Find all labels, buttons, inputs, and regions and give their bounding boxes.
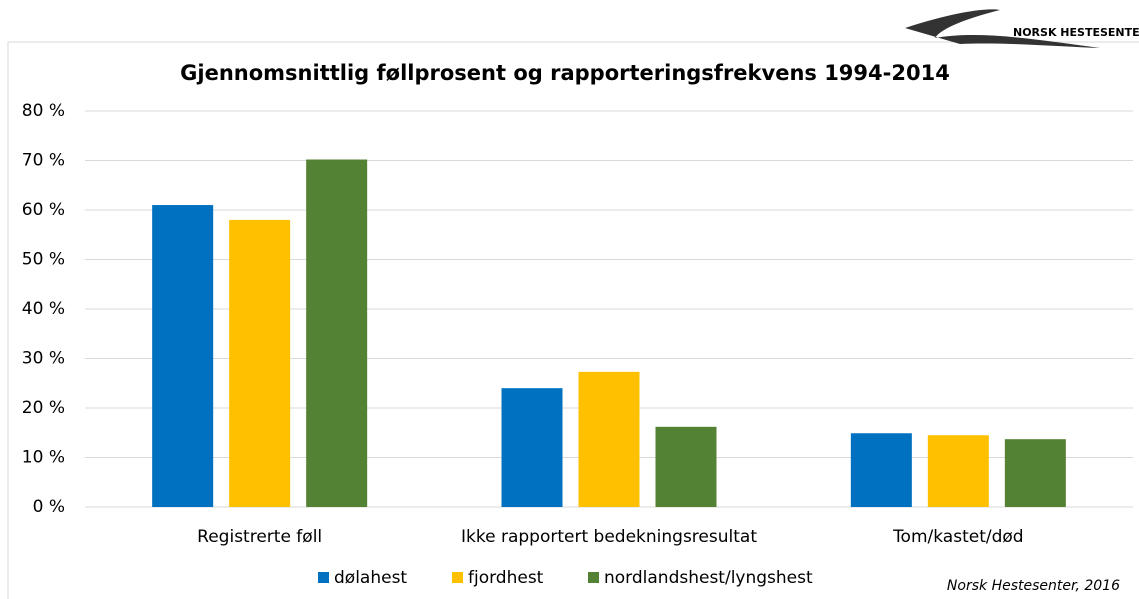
legend-label: dølahest [334, 568, 407, 588]
y-tick-label: 0 % [33, 497, 65, 517]
bar [927, 435, 989, 507]
bar [850, 433, 912, 507]
legend-swatch [318, 572, 329, 583]
legend-label: fjordhest [468, 568, 544, 588]
y-tick-label: 80 % [22, 101, 65, 121]
logo-mark [905, 9, 1100, 48]
x-tick-label: Registrerte føll [197, 527, 322, 547]
y-tick-label: 20 % [22, 398, 65, 418]
bar [501, 388, 563, 507]
logo-text: NORSK HESTESENTER [1013, 26, 1139, 39]
bar [655, 426, 717, 507]
bar [152, 205, 214, 508]
y-tick-label: 30 % [22, 349, 65, 369]
x-tick-label: Tom/kastet/død [892, 527, 1024, 547]
legend-swatch [588, 572, 599, 583]
bar [306, 159, 368, 507]
y-tick-label: 60 % [22, 200, 65, 220]
y-tick-label: 10 % [22, 448, 65, 468]
x-tick-label: Ikke rapportert bedekningsresultat [461, 527, 757, 547]
chart-title: Gjennomsnittlig føllprosent og rapporter… [180, 61, 950, 85]
bar [229, 219, 291, 507]
y-tick-label: 70 % [22, 151, 65, 171]
legend-swatch [452, 572, 463, 583]
bar [1004, 439, 1066, 507]
source-note: Norsk Hestesenter, 2016 [947, 578, 1120, 594]
legend-label: nordlandshest/lyngshest [604, 568, 813, 588]
bar [578, 371, 640, 507]
y-tick-label: 40 % [22, 299, 65, 319]
y-tick-label: 50 % [22, 250, 65, 270]
